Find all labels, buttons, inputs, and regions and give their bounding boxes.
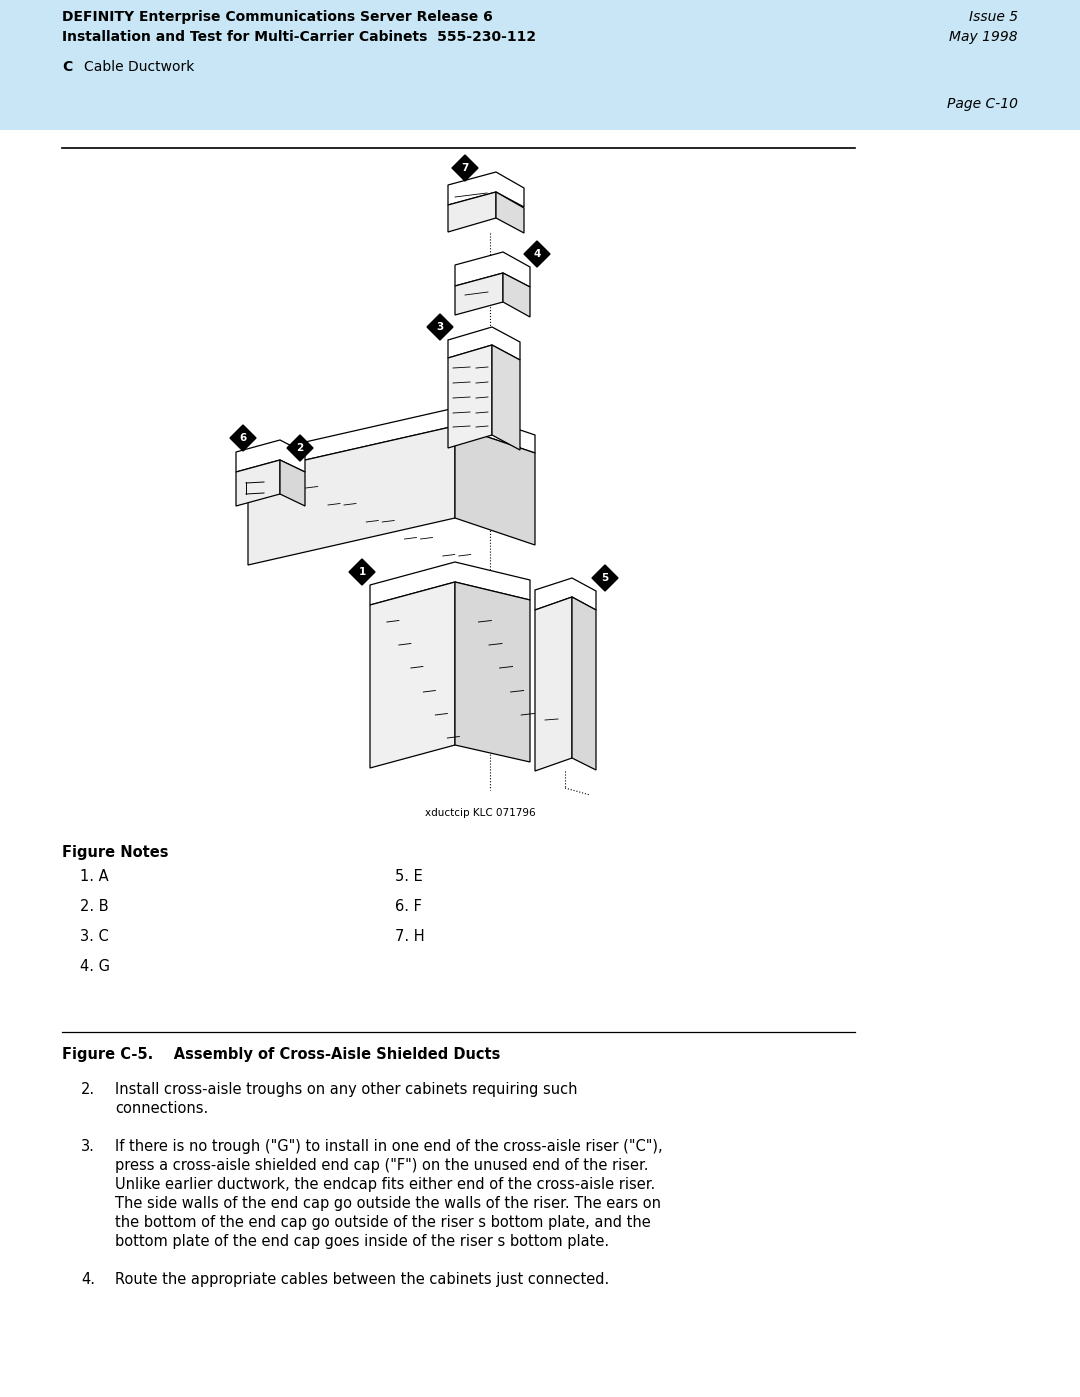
Text: 2.: 2. <box>81 1083 95 1097</box>
Bar <box>0 54 1080 89</box>
Polygon shape <box>427 314 453 339</box>
Polygon shape <box>592 564 618 591</box>
Text: 1: 1 <box>359 567 366 577</box>
Polygon shape <box>280 460 305 506</box>
Polygon shape <box>448 327 519 360</box>
Polygon shape <box>503 272 530 317</box>
Text: xductcip KLC 071796: xductcip KLC 071796 <box>424 807 536 819</box>
Text: bottom plate of the end cap goes inside of the riser s bottom plate.: bottom plate of the end cap goes inside … <box>114 1234 609 1249</box>
Polygon shape <box>248 408 535 474</box>
Text: the bottom of the end cap go outside of the riser s bottom plate, and the: the bottom of the end cap go outside of … <box>114 1215 651 1229</box>
Polygon shape <box>453 155 478 182</box>
Polygon shape <box>455 583 530 761</box>
Text: 4.: 4. <box>81 1273 95 1287</box>
Polygon shape <box>572 597 596 770</box>
Text: 1. A: 1. A <box>80 869 109 884</box>
Polygon shape <box>524 242 550 267</box>
Bar <box>0 0 1080 54</box>
Text: 6. F: 6. F <box>395 900 422 914</box>
Polygon shape <box>237 460 280 506</box>
Polygon shape <box>535 578 596 610</box>
Text: 4: 4 <box>534 249 541 258</box>
Text: The side walls of the end cap go outside the walls of the riser. The ears on: The side walls of the end cap go outside… <box>114 1196 661 1211</box>
Text: Figure C-5.    Assembly of Cross-Aisle Shielded Ducts: Figure C-5. Assembly of Cross-Aisle Shie… <box>62 1046 500 1062</box>
Text: 6: 6 <box>240 433 246 443</box>
Text: 3.: 3. <box>81 1139 95 1154</box>
Polygon shape <box>448 191 496 232</box>
Polygon shape <box>496 191 524 233</box>
Text: May 1998: May 1998 <box>949 29 1018 43</box>
Text: Issue 5: Issue 5 <box>969 10 1018 24</box>
Polygon shape <box>448 345 492 448</box>
Polygon shape <box>370 583 455 768</box>
Text: Unlike earlier ductwork, the endcap fits either end of the cross-aisle riser.: Unlike earlier ductwork, the endcap fits… <box>114 1178 656 1192</box>
Text: Route the appropriate cables between the cabinets just connected.: Route the appropriate cables between the… <box>114 1273 609 1287</box>
Text: 2. B: 2. B <box>80 900 109 914</box>
Text: Figure Notes: Figure Notes <box>62 845 168 861</box>
Text: 5. E: 5. E <box>395 869 422 884</box>
Bar <box>0 89 1080 130</box>
Text: If there is no trough ("G") to install in one end of the cross-aisle riser ("C"): If there is no trough ("G") to install i… <box>114 1139 663 1154</box>
Text: 5: 5 <box>602 573 609 583</box>
Polygon shape <box>455 426 535 545</box>
Text: Cable Ductwork: Cable Ductwork <box>84 60 194 74</box>
Polygon shape <box>492 345 519 450</box>
Text: press a cross-aisle shielded end cap ("F") on the unused end of the riser.: press a cross-aisle shielded end cap ("F… <box>114 1158 648 1173</box>
Text: 7. H: 7. H <box>395 929 424 944</box>
Polygon shape <box>237 440 305 472</box>
Polygon shape <box>230 425 256 451</box>
Text: 4. G: 4. G <box>80 958 110 974</box>
Polygon shape <box>370 562 530 605</box>
Polygon shape <box>535 597 572 771</box>
Text: Install cross-aisle troughs on any other cabinets requiring such: Install cross-aisle troughs on any other… <box>114 1083 578 1097</box>
Text: Installation and Test for Multi-Carrier Cabinets  555-230-112: Installation and Test for Multi-Carrier … <box>62 29 536 43</box>
Text: 2: 2 <box>296 443 303 453</box>
Text: 7: 7 <box>461 163 469 173</box>
Polygon shape <box>287 434 313 461</box>
Polygon shape <box>248 426 455 564</box>
Text: DEFINITY Enterprise Communications Server Release 6: DEFINITY Enterprise Communications Serve… <box>62 10 492 24</box>
Text: C: C <box>62 60 72 74</box>
Text: connections.: connections. <box>114 1101 208 1116</box>
Polygon shape <box>455 272 503 314</box>
Polygon shape <box>455 251 530 286</box>
Text: 3. C: 3. C <box>80 929 109 944</box>
Polygon shape <box>448 172 524 207</box>
Text: 3: 3 <box>436 321 444 332</box>
Polygon shape <box>349 559 375 585</box>
Text: Page C-10: Page C-10 <box>947 96 1018 110</box>
